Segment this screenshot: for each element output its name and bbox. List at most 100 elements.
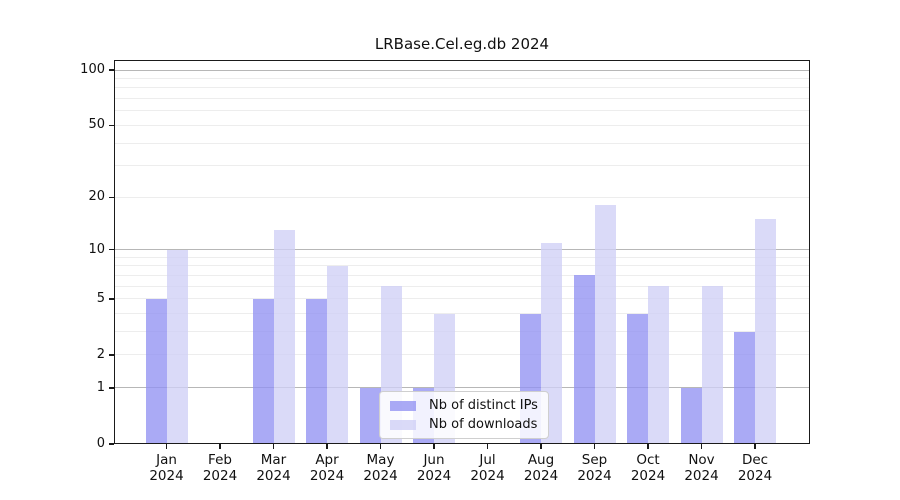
y-tick-label-20: 20 (88, 189, 105, 205)
x-tick-label-feb: Feb 2024 (178, 452, 262, 484)
x-tick-label-year-feb: 2024 (202, 468, 238, 484)
gridline-minor-8 (114, 265, 810, 267)
bar-nb-of-distinct-ips-mar (252, 298, 274, 444)
bar-nb-of-distinct-ips-sep (573, 275, 595, 444)
x-tick-mar (272, 444, 275, 449)
x-tick-label-year-jun: 2024 (416, 468, 452, 484)
x-tick-label-month-sep: Sep (581, 452, 608, 468)
x-tick-oct (647, 444, 649, 449)
gridline-minor-40 (114, 142, 810, 144)
y-tick-label-100: 100 (80, 62, 105, 77)
legend-item-nb-of-distinct-ips: Nb of distinct IPs (390, 398, 538, 413)
y-tick-label-0: 0 (96, 436, 105, 451)
gridline-minor-90 (114, 77, 810, 79)
legend-swatch-nb-of-downloads (390, 419, 416, 430)
x-tick-label-year-may: 2024 (363, 468, 398, 484)
y-tick-0 (109, 443, 114, 445)
x-tick-label-year-sep: 2024 (577, 468, 612, 484)
y-tick-label-5: 5 (96, 290, 105, 306)
x-tick-feb (219, 444, 221, 449)
y-tick-20 (109, 196, 114, 199)
legend: Nb of distinct IPs Nb of downloads (379, 391, 549, 439)
x-tick-dec (754, 444, 756, 449)
gridline-minor-3 (114, 331, 810, 333)
bar-nb-of-downloads-jan (166, 249, 188, 444)
x-tick-label-jun: Jun 2024 (392, 452, 476, 484)
x-tick-label-year-jan: 2024 (149, 468, 184, 484)
x-tick-label-aug: Aug 2024 (499, 452, 583, 484)
x-tick-label-jul: Jul 2024 (446, 452, 530, 484)
gridline-minor-70 (114, 98, 810, 100)
bar-nb-of-distinct-ips-apr (306, 298, 327, 444)
x-tick-aug (540, 444, 542, 449)
gridline-minor-50 (114, 124, 810, 126)
x-tick-label-month-aug: Aug (527, 452, 555, 468)
bar-nb-of-downloads-sep (594, 205, 616, 444)
x-tick-label-month-jul: Jul (479, 452, 496, 468)
x-tick-sep (593, 444, 596, 449)
x-tick-label-year-mar: 2024 (256, 468, 291, 484)
gridline-minor-9 (114, 256, 810, 258)
bar-nb-of-distinct-ips-may (359, 387, 381, 444)
gridline-major-100 (114, 69, 810, 71)
gridline-major-10 (114, 249, 810, 251)
plot-area (114, 60, 810, 444)
gridline-minor-80 (114, 87, 810, 89)
bar-nb-of-downloads-dec (755, 219, 776, 444)
bar-nb-of-distinct-ips-nov (680, 387, 702, 444)
x-tick-label-month-may: May (366, 452, 395, 468)
y-tick-5 (109, 298, 114, 300)
x-tick-label-year-aug: 2024 (523, 468, 559, 484)
legend-label-nb-of-downloads: Nb of downloads (429, 417, 538, 432)
x-tick-label-year-apr: 2024 (309, 468, 345, 484)
x-tick-label-month-oct: Oct (636, 452, 660, 468)
x-tick-label-jan: Jan 2024 (125, 452, 209, 484)
x-tick-label-year-oct: 2024 (630, 468, 666, 484)
gridline-minor-2 (114, 354, 810, 356)
x-tick-jul (486, 444, 489, 449)
y-tick-label-10: 10 (88, 241, 105, 257)
y-tick-1 (109, 387, 114, 389)
y-tick-100 (109, 69, 114, 71)
x-tick-label-month-feb: Feb (208, 452, 232, 468)
y-tick-label-2: 2 (96, 346, 105, 362)
bar-nb-of-distinct-ips-jan (145, 298, 167, 444)
x-tick-jun (433, 444, 435, 449)
gridline-minor-7 (114, 274, 810, 276)
legend-item-nb-of-downloads: Nb of downloads (390, 417, 538, 432)
x-tick-label-sep: Sep 2024 (553, 452, 637, 484)
x-tick-label-month-dec: Dec (741, 452, 769, 468)
x-tick-label-dec: Dec 2024 (713, 452, 797, 484)
x-tick-label-month-apr: Apr (315, 452, 339, 468)
gridline-minor-30 (114, 165, 810, 167)
x-tick-label-month-nov: Nov (688, 452, 715, 468)
x-tick-apr (326, 444, 328, 449)
x-tick-nov (700, 444, 703, 449)
gridline-minor-5 (114, 298, 810, 300)
gridline-minor-4 (114, 313, 810, 315)
y-tick-label-1: 1 (96, 379, 105, 395)
bar-nb-of-distinct-ips-oct (627, 313, 648, 444)
x-tick-label-mar: Mar 2024 (232, 452, 316, 484)
y-tick-label-50: 50 (88, 117, 105, 133)
x-tick-jan (165, 444, 168, 449)
bar-nb-of-distinct-ips-dec (734, 331, 755, 444)
legend-swatch-nb-of-distinct-ips (390, 400, 416, 411)
x-tick-label-year-jul: 2024 (470, 468, 505, 484)
x-tick-may (379, 444, 382, 449)
bar-nb-of-downloads-apr (327, 265, 348, 444)
x-tick-label-month-jan: Jan (156, 452, 177, 468)
x-tick-label-year-nov: 2024 (684, 468, 719, 484)
chart-title: LRBase.Cel.eg.db 2024 (374, 35, 550, 53)
y-tick-10 (109, 248, 114, 251)
legend-label-nb-of-distinct-ips: Nb of distinct IPs (429, 398, 538, 413)
x-tick-label-apr: Apr 2024 (285, 452, 369, 484)
x-tick-label-may: May 2024 (339, 452, 423, 484)
x-tick-label-nov: Nov 2024 (660, 452, 744, 484)
x-tick-label-month-mar: Mar (260, 452, 287, 468)
gridline-minor-20 (114, 196, 810, 198)
x-tick-label-month-jun: Jun (423, 452, 445, 468)
bar-nb-of-downloads-oct (648, 286, 669, 444)
y-tick-2 (109, 354, 114, 356)
